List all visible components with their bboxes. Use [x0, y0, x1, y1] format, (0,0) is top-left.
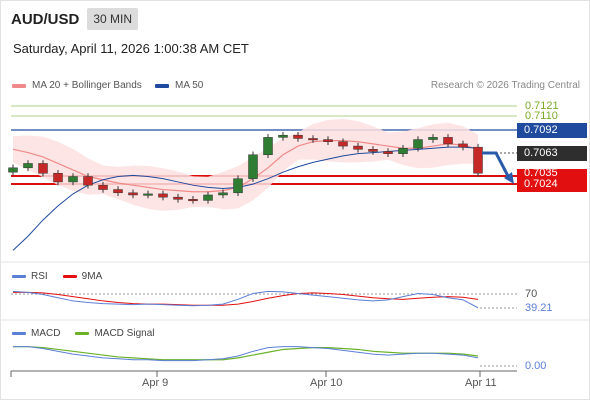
candle-body [128, 192, 138, 196]
candle-body [113, 189, 123, 194]
macd-signal-label: MACD Signal [94, 328, 155, 339]
level-r2-label: 0.7121 [525, 100, 559, 112]
level-pivot-tag: 0.7092 [517, 123, 587, 138]
legend-ma50: MA 50 [155, 80, 203, 91]
rsi-plot [12, 290, 479, 309]
forecast-arrowhead [504, 172, 514, 184]
level-s2-tag: 0.7024 [517, 177, 587, 192]
ma20-swatch [12, 83, 26, 88]
rsi-ma-swatch [62, 275, 77, 278]
candle-body [8, 167, 18, 173]
candle-body [278, 134, 288, 138]
candle-body [143, 193, 153, 196]
symbol-title: AUD/USD [11, 10, 80, 28]
candle-body [218, 192, 228, 196]
rsi-swatch [12, 275, 26, 278]
candle-body [443, 137, 453, 145]
candle-body [308, 138, 318, 141]
bollinger-band [13, 118, 478, 211]
candle-body [473, 146, 483, 174]
candle-body [398, 147, 408, 154]
candle-body [68, 176, 78, 183]
macd-signal-line [13, 346, 479, 361]
main-plot [8, 118, 483, 251]
candle-body [323, 139, 333, 142]
forecast-arrow [482, 151, 510, 177]
level-s1-tag: 0.7035 [517, 169, 587, 178]
x-label-apr10: Apr 10 [310, 377, 343, 389]
macd-line [13, 346, 479, 362]
candle-body [83, 176, 93, 186]
candle-body [353, 145, 363, 150]
rsi-line [12, 290, 479, 309]
macd-label: MACD [31, 328, 61, 339]
rsi-label: RSI [31, 271, 48, 282]
rsi-level-label: 70 [525, 288, 538, 300]
candle-body [428, 137, 438, 140]
legend-ma20: MA 20 + Bollinger Bands [12, 80, 142, 91]
candle-body [188, 199, 198, 202]
candle-body [458, 143, 468, 148]
macd-plot [13, 346, 479, 362]
macd-legend: MACD MACD Signal [12, 328, 154, 339]
ma50-label: MA 50 [175, 80, 204, 91]
rsi-ma-line [13, 291, 479, 306]
candle-body [263, 137, 273, 156]
candle-body [413, 139, 423, 149]
rsi-value-label: 39.21 [525, 302, 553, 314]
candle-body [173, 196, 183, 200]
candle-body [248, 154, 258, 179]
candle-body [368, 149, 378, 152]
candle-body [158, 193, 168, 198]
candle-body [38, 163, 48, 174]
ma50-swatch [155, 83, 169, 88]
x-label-apr11: Apr 11 [465, 377, 497, 389]
datetime-label: Saturday, April 11, 2026 1:00:38 AM CET [13, 41, 249, 56]
candle-body [338, 141, 348, 147]
candle-body [203, 194, 213, 201]
timeframe-badge[interactable]: 30 MIN [87, 8, 139, 30]
level-r1-label: 0.7110 [525, 110, 558, 122]
macd-signal-swatch [75, 332, 90, 335]
x-label-apr9: Apr 9 [142, 377, 169, 389]
candle-body [383, 151, 393, 154]
ma20-label: MA 20 + Bollinger Bands [32, 80, 142, 91]
credit-label: Research © 2026 Trading Central [430, 80, 580, 91]
rsi-ma-label: 9MA [81, 271, 103, 282]
candle-body [98, 184, 108, 190]
candle-body [23, 163, 33, 169]
candle-body [53, 172, 63, 183]
rsi-legend: RSI 9MA [12, 271, 102, 282]
candle-body [293, 134, 303, 139]
candle-body [233, 178, 243, 194]
macd-value-label: 0.00 [525, 360, 547, 372]
last-price-tag: 0.7063 [517, 146, 587, 161]
macd-swatch [12, 332, 26, 335]
header: AUD/USD 30 MIN [11, 8, 139, 30]
